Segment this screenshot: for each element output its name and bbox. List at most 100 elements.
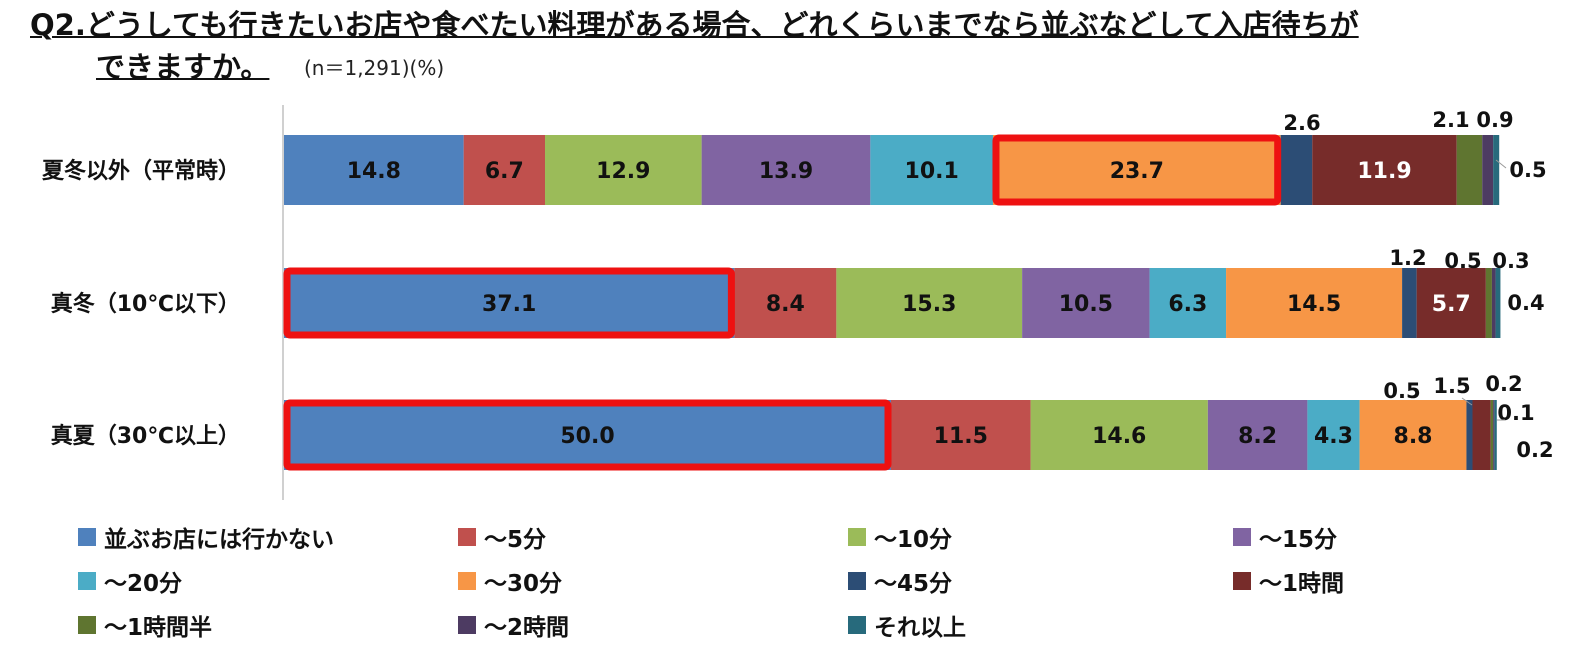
bar-segment — [463, 135, 546, 205]
data-label: 0.5 — [1509, 158, 1546, 182]
legend-swatch — [1233, 572, 1251, 590]
bar-segment — [1149, 268, 1227, 338]
legend-label: ～1時間半 — [104, 615, 213, 641]
bar-segment — [1022, 268, 1150, 338]
legend-label: ～20分 — [104, 571, 183, 597]
legend-item: ～1時間 — [1233, 564, 1344, 598]
data-label: 11.5 — [934, 424, 988, 449]
bar-segment — [1472, 400, 1491, 470]
bar-segment — [284, 135, 464, 205]
highlight-frame — [283, 267, 735, 339]
legend-swatch — [848, 572, 866, 590]
bar-segment — [992, 135, 1281, 205]
category-label: 真冬（10℃以下） — [51, 291, 240, 317]
data-label: 8.8 — [1394, 424, 1433, 449]
bar-segment — [1030, 400, 1208, 470]
data-label: 8.2 — [1238, 424, 1277, 449]
data-label: 15.3 — [902, 292, 956, 317]
data-label: 37.1 — [482, 292, 536, 317]
legend-label: ～5分 — [484, 527, 547, 553]
data-label: 0.4 — [1507, 291, 1544, 315]
data-label: 0.5 — [1444, 249, 1481, 273]
data-label: 0.5 — [1383, 379, 1420, 403]
chart-title-line1: Q2.どうしても行きたいお店や食べたい料理がある場合、どれくらいまでなら並ぶなど… — [30, 8, 1359, 42]
bar-segment — [836, 268, 1023, 338]
bar-segment — [1307, 400, 1360, 470]
legend-item: ～2時間 — [458, 608, 569, 642]
legend-swatch — [458, 572, 476, 590]
chart-title-line2: できますか。 — [96, 50, 270, 84]
legend-label: ～30分 — [484, 571, 563, 597]
leader-line — [1495, 159, 1507, 169]
data-label: 6.3 — [1168, 292, 1207, 317]
data-label: 2.1 — [1432, 108, 1469, 132]
bar-segment — [1466, 400, 1473, 470]
category-label: 夏冬以外（平常時） — [42, 158, 240, 184]
legend-swatch — [848, 528, 866, 546]
data-label: 10.1 — [905, 159, 959, 184]
legend-item: ～5分 — [458, 520, 546, 554]
bar-segment — [1493, 400, 1495, 470]
bar-segment — [1495, 268, 1501, 338]
data-label: 13.9 — [759, 159, 813, 184]
data-label: 1.5 — [1433, 374, 1470, 398]
legend-label: ～1時間 — [1259, 571, 1345, 597]
bar-segment — [870, 135, 993, 205]
legend-item: ～15分 — [1233, 520, 1337, 554]
sample-size-note: (n＝1,291)(%) — [304, 56, 445, 80]
legend-item: 並ぶお店には行かない — [78, 520, 334, 554]
bar-segment — [734, 268, 837, 338]
leader-line — [1461, 397, 1473, 406]
bar-segment — [1491, 268, 1496, 338]
legend-label: ～2時間 — [484, 615, 570, 641]
bar-segment — [284, 400, 891, 470]
bar-segment — [1493, 135, 1500, 205]
data-label: 14.5 — [1287, 292, 1341, 317]
bar-segment — [1207, 400, 1308, 470]
bar-segment — [701, 135, 871, 205]
legend-swatch — [78, 528, 96, 546]
data-label: 11.9 — [1357, 159, 1411, 184]
legend-item: ～10分 — [848, 520, 952, 554]
legend-label: ～15分 — [1259, 527, 1338, 553]
data-label: 14.6 — [1092, 424, 1146, 449]
stacked-bar-chart: 夏冬以外（平常時） 14.8 6.7 12.9 13.9 10.1 23.7 2.6 11.9 2… — [42, 105, 1554, 500]
legend-label: 並ぶお店には行かない — [104, 527, 334, 553]
data-label: 0.9 — [1476, 108, 1513, 132]
data-label: 10.5 — [1059, 292, 1113, 317]
data-label: 6.7 — [485, 159, 524, 184]
data-label: 4.3 — [1314, 424, 1353, 449]
data-label: 14.8 — [347, 159, 401, 184]
bar-segment — [1359, 400, 1467, 470]
bar-segment — [1485, 268, 1492, 338]
bar-segment — [1402, 268, 1417, 338]
legend-swatch — [458, 528, 476, 546]
legend-swatch — [1233, 528, 1251, 546]
bar-segment — [545, 135, 702, 205]
legend-label: ～45分 — [874, 571, 953, 597]
data-label: 8.4 — [766, 292, 805, 317]
legend-item: ～45分 — [848, 564, 952, 598]
legend-swatch — [848, 616, 866, 634]
bar-segment — [284, 268, 735, 338]
bar-segment — [1490, 400, 1494, 470]
data-label: 50.0 — [560, 424, 614, 449]
data-label: 2.6 — [1283, 111, 1320, 135]
bar-segment — [1456, 135, 1483, 205]
legend-item: ～1時間半 — [78, 608, 212, 642]
bar-segment — [891, 400, 1031, 470]
highlight-frame — [992, 134, 1282, 206]
bar-segment — [1280, 135, 1313, 205]
category-label: 真夏（30℃以上） — [51, 423, 240, 449]
data-label: 0.2 — [1516, 438, 1553, 462]
data-label: 23.7 — [1110, 159, 1164, 184]
data-label: 5.7 — [1432, 292, 1471, 317]
legend-item: ～20分 — [78, 564, 182, 598]
bar-segment — [1482, 135, 1494, 205]
highlight-frame — [283, 399, 892, 471]
legend-item: ～30分 — [458, 564, 562, 598]
bar-segment — [1416, 268, 1486, 338]
legend-label: それ以上 — [874, 615, 966, 641]
bar-segment — [1494, 400, 1497, 470]
legend-swatch — [458, 616, 476, 634]
